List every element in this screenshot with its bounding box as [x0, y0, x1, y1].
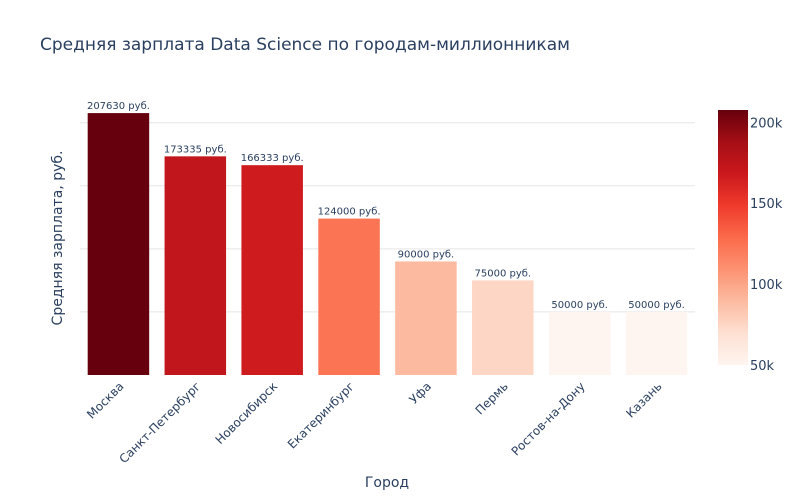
x-tick-label-5: Пермь — [473, 379, 511, 417]
data-label-4: 90000 руб. — [398, 249, 455, 260]
bar-1 — [164, 156, 227, 375]
data-labels: 207630 руб. 173335 руб. 166333 руб. 124000 … — [87, 101, 685, 311]
data-label-6: 50000 руб. — [551, 300, 608, 311]
bar-2 — [241, 165, 303, 375]
x-tick-label-7: Казань — [623, 379, 664, 420]
bar-7 — [625, 311, 688, 375]
colorbar-tick-0: 50k — [750, 359, 775, 374]
colorbar-tick-2: 150k — [750, 197, 783, 212]
x-tick-label-4: Уфа — [407, 379, 435, 407]
x-tick-label-0: Москва — [84, 379, 126, 421]
bar-0 — [87, 113, 150, 375]
x-tick-label-6: Ростов-на-Дону — [509, 379, 588, 458]
x-tick-label-1: Санкт-Петербург — [116, 379, 203, 466]
data-label-1: 173335 руб. — [164, 144, 227, 155]
bar-4 — [395, 261, 457, 375]
bars — [87, 113, 688, 375]
colorbar-tick-3: 200k — [750, 116, 783, 131]
chart-title: Средняя зарплата Data Science по городам… — [40, 35, 570, 55]
data-label-2: 166333 руб. — [241, 153, 304, 164]
data-label-7: 50000 руб. — [628, 300, 685, 311]
y-axis-title: Средняя зарплата, руб. — [50, 151, 66, 326]
data-label-3: 124000 руб. — [318, 207, 381, 218]
bar-5 — [472, 280, 534, 375]
x-axis-title: Город — [365, 475, 409, 491]
colorbar: 50k 100k 150k 200k — [718, 110, 783, 374]
bar-3 — [318, 218, 380, 375]
x-tick-label-3: Екатеринбург — [285, 379, 357, 451]
bar-6 — [548, 311, 611, 375]
colorbar-tick-1: 100k — [750, 278, 783, 293]
x-tick-label-2: Новосибирск — [213, 379, 281, 447]
data-label-0: 207630 руб. — [87, 101, 150, 112]
data-label-5: 75000 руб. — [475, 268, 532, 279]
colorbar-gradient — [718, 110, 748, 365]
